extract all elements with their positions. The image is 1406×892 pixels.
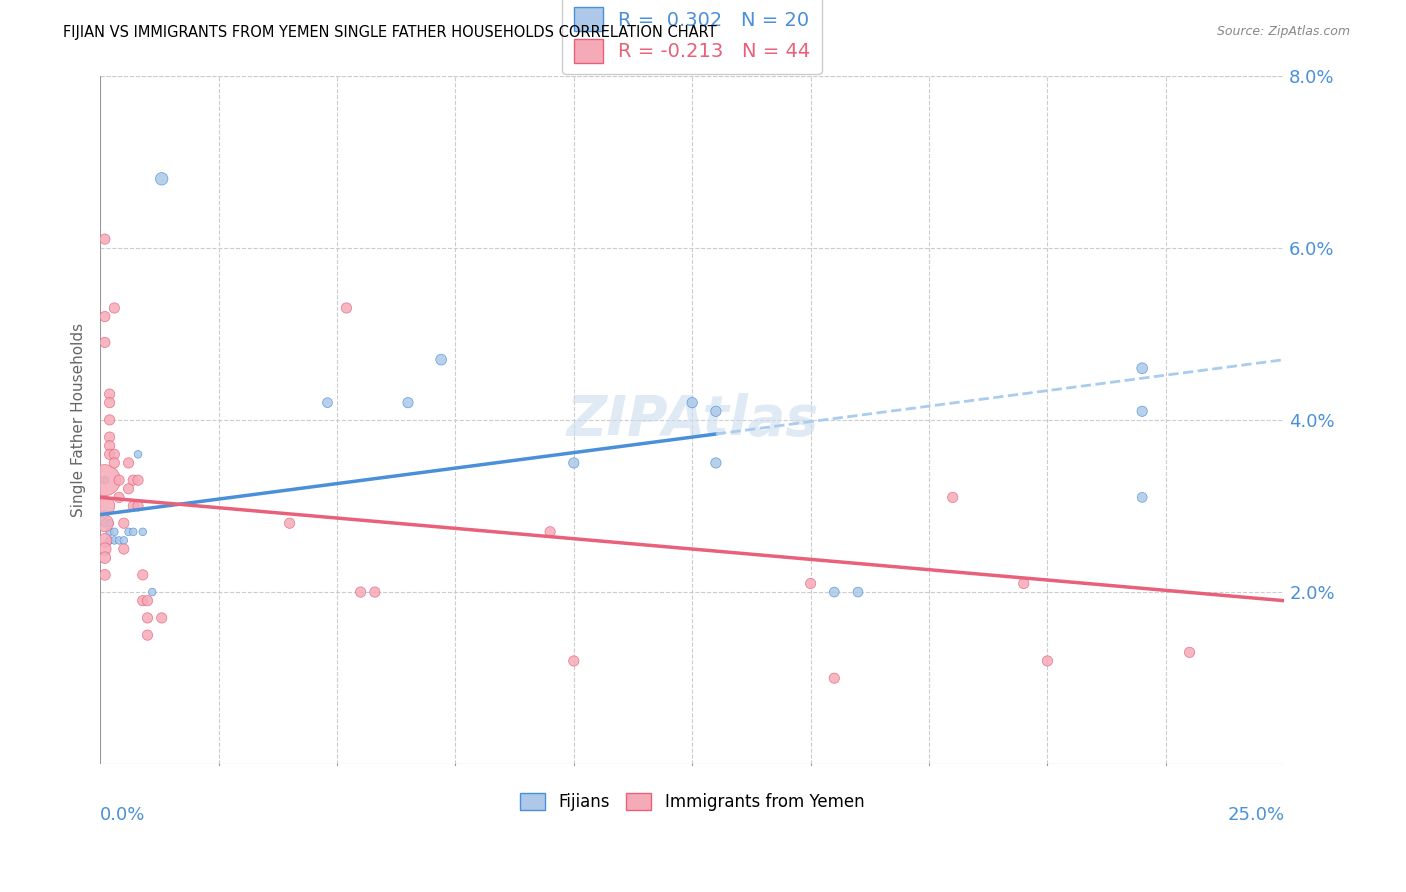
- Point: [1178, 645, 1201, 659]
- Point: [122, 524, 145, 539]
- Point: [117, 482, 139, 496]
- Point: [1130, 491, 1153, 505]
- Point: [98, 439, 121, 453]
- Point: [117, 524, 139, 539]
- Point: [538, 524, 561, 539]
- Point: [108, 533, 131, 548]
- Point: [127, 499, 149, 513]
- Point: [112, 542, 135, 557]
- Point: [94, 473, 117, 487]
- Text: ZIPAtlas: ZIPAtlas: [567, 392, 818, 447]
- Point: [141, 585, 163, 599]
- Point: [942, 491, 965, 505]
- Point: [103, 524, 125, 539]
- Point: [108, 491, 131, 505]
- Point: [316, 395, 339, 409]
- Point: [108, 473, 131, 487]
- Point: [98, 395, 121, 409]
- Point: [364, 585, 387, 599]
- Point: [562, 654, 585, 668]
- Point: [278, 516, 301, 531]
- Point: [823, 585, 845, 599]
- Point: [1036, 654, 1059, 668]
- Point: [136, 628, 159, 642]
- Point: [112, 516, 135, 531]
- Point: [98, 533, 121, 548]
- Point: [98, 524, 121, 539]
- Point: [150, 611, 173, 625]
- Point: [103, 447, 125, 461]
- Text: 25.0%: 25.0%: [1227, 805, 1284, 823]
- Point: [94, 473, 117, 487]
- Point: [846, 585, 869, 599]
- Text: 0.0%: 0.0%: [100, 805, 145, 823]
- Point: [103, 533, 125, 548]
- Y-axis label: Single Father Households: Single Father Households: [72, 323, 86, 517]
- Point: [136, 593, 159, 607]
- Point: [335, 301, 357, 315]
- Point: [98, 413, 121, 427]
- Point: [103, 301, 125, 315]
- Point: [350, 585, 373, 599]
- Point: [94, 310, 117, 324]
- Point: [704, 456, 727, 470]
- Point: [127, 473, 149, 487]
- Point: [112, 533, 135, 548]
- Point: [94, 533, 117, 548]
- Point: [117, 456, 139, 470]
- Point: [562, 456, 585, 470]
- Point: [103, 456, 125, 470]
- Point: [94, 508, 117, 522]
- Point: [132, 524, 155, 539]
- Point: [823, 671, 845, 685]
- Point: [122, 499, 145, 513]
- Point: [1012, 576, 1035, 591]
- Point: [94, 516, 117, 531]
- Point: [94, 567, 117, 582]
- Point: [132, 593, 155, 607]
- Point: [94, 232, 117, 246]
- Point: [98, 430, 121, 444]
- Point: [430, 352, 453, 367]
- Point: [150, 171, 173, 186]
- Point: [136, 611, 159, 625]
- Point: [94, 550, 117, 565]
- Point: [98, 387, 121, 401]
- Legend: Fijians, Immigrants from Yemen: Fijians, Immigrants from Yemen: [513, 787, 872, 818]
- Point: [94, 542, 117, 557]
- Point: [1130, 361, 1153, 376]
- Point: [800, 576, 823, 591]
- Point: [122, 473, 145, 487]
- Text: Source: ZipAtlas.com: Source: ZipAtlas.com: [1216, 25, 1350, 38]
- Point: [1130, 404, 1153, 418]
- Point: [94, 499, 117, 513]
- Point: [704, 404, 727, 418]
- Text: FIJIAN VS IMMIGRANTS FROM YEMEN SINGLE FATHER HOUSEHOLDS CORRELATION CHART: FIJIAN VS IMMIGRANTS FROM YEMEN SINGLE F…: [63, 25, 717, 40]
- Point: [681, 395, 703, 409]
- Point: [127, 447, 149, 461]
- Point: [94, 335, 117, 350]
- Point: [94, 516, 117, 531]
- Point: [98, 447, 121, 461]
- Point: [132, 567, 155, 582]
- Point: [396, 395, 419, 409]
- Point: [98, 516, 121, 531]
